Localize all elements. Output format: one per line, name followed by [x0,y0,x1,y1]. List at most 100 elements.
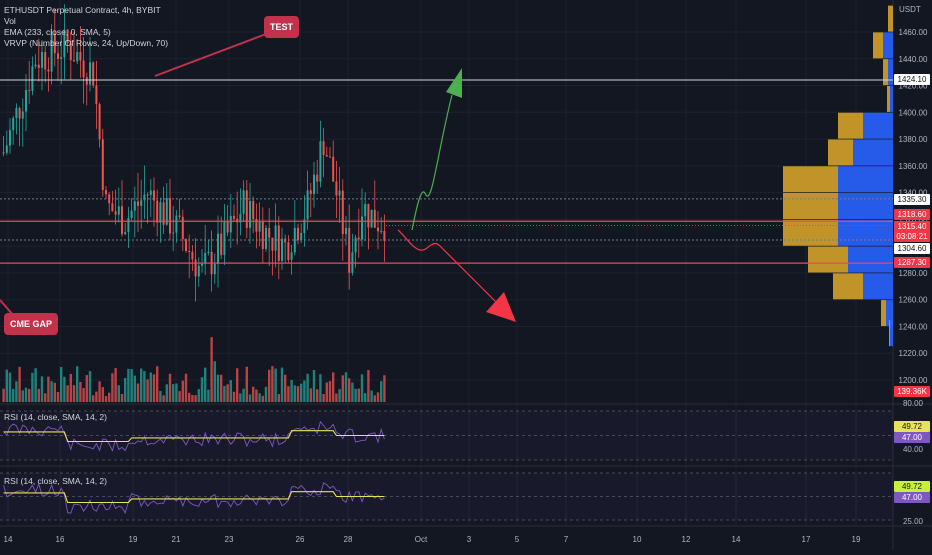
candle-body [85,77,88,85]
volume-bar [226,384,229,402]
test-callout[interactable]: TEST [264,16,300,38]
candle-body [217,233,219,265]
symbol-title[interactable]: ETHUSDT Perpetual Contract, 4h, BYBIT [4,5,161,15]
volume-bar [37,388,40,402]
vp-up-bar [838,219,893,246]
vp-up-bar [886,300,893,327]
candle-body [242,190,245,214]
volume-bar [152,374,156,402]
candle-body [271,237,274,251]
candle-body [146,194,149,196]
candle-body [377,227,379,232]
time-tick: 7 [564,535,569,544]
volume-bar [146,379,149,402]
volume-bar [300,383,303,402]
volume-bar [332,372,335,402]
candle-body [252,201,255,219]
vp-down-bar [873,32,883,59]
volume-bar [127,368,130,402]
vol-legend[interactable]: Vol [4,16,16,26]
vp-down-bar [783,193,838,219]
volume-bar [8,372,12,402]
volume-bar [284,374,287,402]
volume-bar [277,394,280,402]
volume-bar [322,393,325,402]
candle-body [354,237,357,253]
candle-body [73,60,75,62]
volume-bar [197,389,200,402]
candle-body [341,190,344,235]
volume-bar [133,375,136,402]
candle-body [121,206,123,235]
volume-bar [194,395,197,402]
candle-body [133,201,136,211]
candle-body [306,190,309,220]
volume-bar [312,370,316,402]
candle-body [159,202,162,223]
volume-bar [293,385,296,402]
candle-body [188,251,191,253]
candle-body [12,118,15,131]
candle-body [165,198,168,225]
volume-bar [306,373,309,402]
time-tick: 14 [4,535,13,544]
candle-body [245,190,248,228]
candle-body [2,152,5,154]
volume-bar [28,389,31,402]
candle-body [127,217,130,232]
volume-bar [172,384,175,402]
volume-bar [76,366,79,402]
rsi1-ma-label: 47.00 [894,432,930,443]
vp-up-bar [848,246,893,273]
volume-bar [120,393,124,402]
candle-body [236,218,239,223]
volume-bar [162,395,165,402]
volume-bar [328,381,332,402]
volume-bar [335,393,338,402]
candle-body [178,215,181,217]
price-label-1424: 1424.10 [894,74,930,85]
volume-bar [159,390,162,402]
volume-bar [2,388,5,402]
candle-body [111,203,114,212]
candle-body [181,216,184,240]
rsi-legend-1[interactable]: RSI (14, close, SMA, 14, 2) [4,412,107,422]
candle-body [268,227,271,238]
volume-bar [360,374,364,402]
volume-bar [303,380,306,402]
volume-bar [309,388,312,402]
ema-legend[interactable]: EMA (233, close, 0, SMA, 5) [4,27,111,37]
time-tick: 17 [802,535,811,544]
volume-bar [316,389,319,402]
volume-bar [204,367,207,402]
current-price-label: 1315.40 [894,221,930,232]
candle-body [140,200,143,206]
countdown-label: 03:08:21 [894,231,930,242]
candle-body [201,263,203,266]
volume-bar [44,393,47,402]
candle-body [322,141,325,156]
volume-bar [274,368,277,402]
vrvp-legend[interactable]: VRVP (Number Of Rows, 24, Up/Down, 70) [4,38,169,48]
time-tick: 23 [225,535,234,544]
chart-legend: ETHUSDT Perpetual Contract, 4h, BYBIT Vo… [4,5,168,49]
candle-body [194,259,197,277]
rsi-legend-2[interactable]: RSI (14, close, SMA, 14, 2) [4,476,107,486]
time-tick: 16 [56,535,65,544]
volume-bar [216,374,220,402]
candle-body [239,213,242,223]
candle-body [28,90,31,92]
volume-bar [18,366,21,402]
volume-bar [101,387,104,402]
vp-up-bar [853,139,893,166]
candle-body [156,200,159,223]
bearish-path [397,229,501,307]
candle-body [277,225,280,261]
cme-gap-callout[interactable]: CME GAP [4,313,59,335]
vp-up-bar [863,273,893,300]
volume-bar [178,391,181,402]
volume-bar [50,381,53,402]
candle-body [207,251,210,253]
